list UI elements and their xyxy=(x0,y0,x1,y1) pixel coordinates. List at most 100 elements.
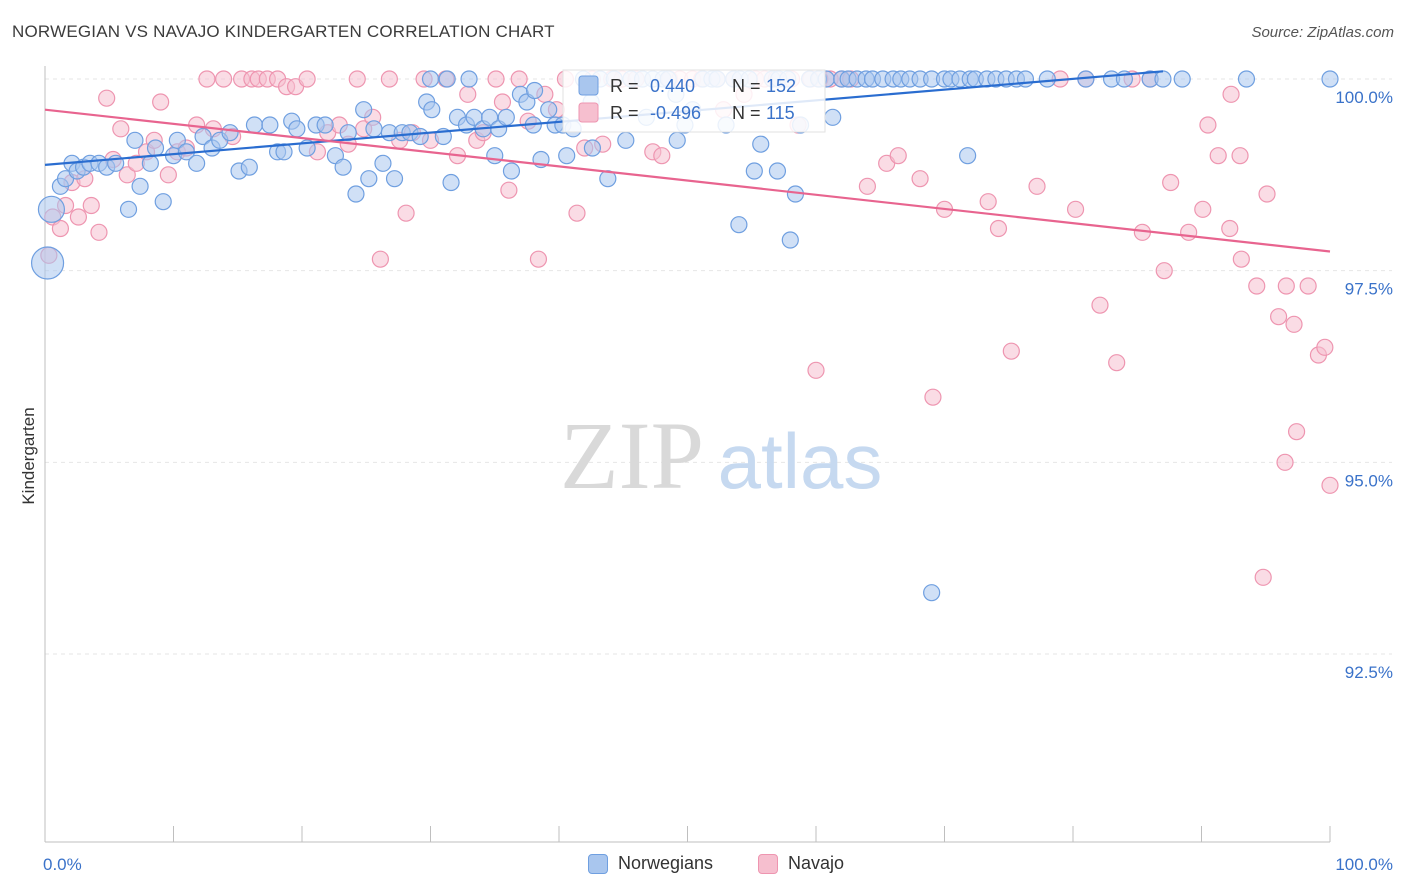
navajo-point xyxy=(1222,85,1240,103)
x-tick-label-min: 0.0% xyxy=(43,855,82,874)
navajo-point xyxy=(371,250,389,268)
y-tick-label-3: 92.5% xyxy=(1345,663,1393,682)
tick-labels: 100.0% 97.5% 95.0% 92.5% 0.0% 100.0% xyxy=(43,88,1393,874)
navajo-point xyxy=(1180,223,1198,241)
norwegians-point xyxy=(119,200,138,218)
norwegians-point xyxy=(1038,70,1056,88)
norwegians-point xyxy=(30,246,65,280)
norwegians-point xyxy=(339,124,357,142)
norwegians-point xyxy=(141,154,159,172)
navajo-point xyxy=(397,204,415,222)
norwegians-point xyxy=(1016,70,1035,88)
navajo-point xyxy=(493,93,512,111)
navajo-point xyxy=(1287,423,1306,441)
norwegians-point xyxy=(668,131,686,149)
navajo-swatch xyxy=(758,853,778,874)
norwegians-point xyxy=(245,116,264,134)
norwegians-point xyxy=(221,124,239,142)
norwegians-point xyxy=(1154,70,1172,88)
norwegians-point xyxy=(583,139,602,157)
navajo-point xyxy=(1254,568,1272,586)
navajo-point xyxy=(500,181,518,199)
legend-item-norwegians[interactable]: Norwegians xyxy=(588,853,713,874)
norwegians-point xyxy=(1321,70,1339,88)
norwegians-point xyxy=(37,195,66,223)
navajo-point xyxy=(459,85,477,103)
navajo-point xyxy=(1299,277,1317,295)
navajo-point xyxy=(198,70,216,88)
navajo-point xyxy=(118,166,136,184)
norwegians-point xyxy=(365,120,383,138)
norwegians-point xyxy=(360,170,378,188)
navajo-point xyxy=(1321,476,1339,494)
navajo-point xyxy=(1221,219,1239,238)
navajo-point xyxy=(152,93,170,111)
series-legend: Norwegians Navajo xyxy=(0,850,1406,880)
norwegians-point xyxy=(240,158,258,176)
navajo-trend-line xyxy=(44,108,1331,253)
r-value: -0.496 xyxy=(650,103,701,123)
norwegians-point xyxy=(355,101,373,119)
navajo-point xyxy=(1108,354,1126,372)
x-tick-label-max: 100.0% xyxy=(1335,855,1393,874)
navajo-point xyxy=(924,388,942,406)
norwegians-point xyxy=(959,147,977,165)
norwegians-point xyxy=(745,162,763,180)
legend-label-norwegians: Norwegians xyxy=(618,853,714,873)
r-value: 0.440 xyxy=(650,76,695,96)
navajo-point xyxy=(1269,308,1288,326)
norwegians-point xyxy=(194,127,212,146)
legend-item-navajo[interactable]: Navajo xyxy=(758,853,844,874)
source-label: Source: ZipAtlas.com xyxy=(1251,24,1394,41)
navajo-point xyxy=(510,70,528,88)
norwegians-point xyxy=(502,162,521,180)
norwegians-point xyxy=(923,584,941,602)
navajo-point xyxy=(1277,277,1295,295)
navajo-point xyxy=(1276,453,1294,471)
navajo-point xyxy=(1028,177,1046,195)
navajo-point xyxy=(98,89,116,107)
navajo-point xyxy=(1066,200,1085,218)
stats-swatch-norwegians xyxy=(578,75,599,96)
norwegians-point xyxy=(460,70,478,88)
navajo-point xyxy=(1155,262,1173,280)
navajo-point xyxy=(90,223,108,241)
norwegians-point xyxy=(525,81,544,100)
norwegians-point xyxy=(421,70,440,88)
y-tick-label-0: 100.0% xyxy=(1335,88,1393,107)
stats-swatch-navajo xyxy=(578,102,599,123)
norwegians-point xyxy=(261,116,279,134)
navajo-point xyxy=(69,208,88,226)
norwegians-swatch xyxy=(588,853,608,874)
norwegians-point xyxy=(617,131,635,149)
norwegians-point xyxy=(146,139,165,157)
norwegians-point xyxy=(411,127,429,146)
norwegians-point xyxy=(334,158,352,176)
navajo-point xyxy=(348,70,366,88)
norwegians-point xyxy=(374,154,392,172)
stats-legend: R = 0.440 N = 152 R = -0.496 N = 115 xyxy=(562,69,826,133)
navajo-point xyxy=(1258,185,1276,203)
y-tick-label-1: 97.5% xyxy=(1345,280,1393,299)
navajo-point xyxy=(298,70,316,88)
n-label: N = xyxy=(732,103,761,123)
norwegians-point xyxy=(438,70,456,88)
norwegians-point xyxy=(1237,70,1256,88)
norwegians-point xyxy=(126,131,144,149)
r-label: R = xyxy=(610,76,639,96)
navajo-point xyxy=(989,219,1008,238)
navajo-point xyxy=(1209,147,1227,165)
navajo-point xyxy=(1194,200,1212,218)
norwegians-point xyxy=(558,147,576,165)
navajo-point xyxy=(529,250,548,268)
navajo-point xyxy=(487,70,505,88)
n-label: N = xyxy=(732,76,761,96)
norwegians-point xyxy=(486,147,504,165)
navajo-point xyxy=(858,177,877,195)
navajo-point xyxy=(653,147,671,165)
norwegians-point xyxy=(385,170,404,188)
navajo-point xyxy=(807,361,825,379)
navajo-point xyxy=(1231,147,1249,165)
norwegians-point xyxy=(599,170,617,188)
